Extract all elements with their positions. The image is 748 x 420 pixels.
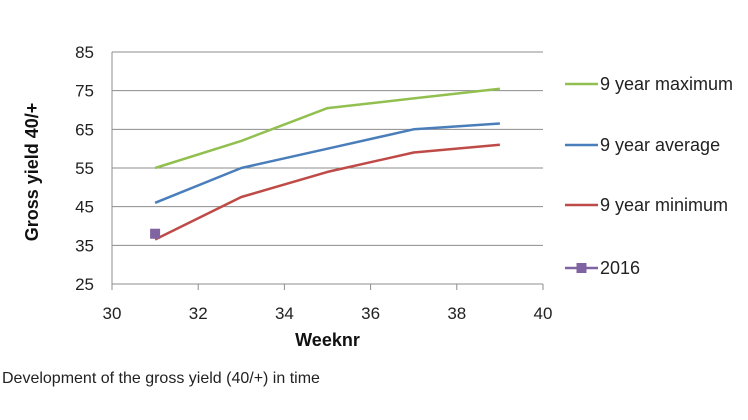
x-tick-label: 32 — [189, 304, 208, 323]
x-tick-label: 40 — [534, 304, 553, 323]
y-tick-label: 75 — [75, 82, 94, 101]
x-tick-label: 38 — [447, 304, 466, 323]
data-point — [150, 228, 161, 239]
series-line — [154, 143, 501, 241]
x-tick-label: 34 — [275, 304, 294, 323]
legend-entry: 2016 — [565, 258, 640, 278]
legend-entry: 9 year average — [565, 135, 720, 155]
legend-label: 9 year maximum — [600, 74, 733, 94]
y-tick-label: 55 — [75, 159, 94, 178]
series-3 — [150, 228, 161, 239]
legend-label: 9 year minimum — [600, 195, 728, 215]
series-0 — [154, 87, 501, 170]
series-1 — [154, 122, 500, 204]
y-tick-label: 65 — [75, 120, 94, 139]
gridlines — [112, 51, 543, 285]
series-line — [154, 122, 500, 204]
legend-marker — [576, 263, 587, 273]
legend-entry: 9 year minimum — [565, 195, 728, 215]
x-tick-label: 30 — [103, 304, 122, 323]
y-tick-label: 25 — [75, 275, 94, 294]
series-lines — [150, 87, 501, 241]
y-axis-title: Gross yield 40/+ — [22, 103, 42, 242]
series-2 — [154, 143, 501, 241]
series-line — [154, 87, 501, 170]
legend-label: 9 year average — [600, 135, 720, 155]
legend: 9 year maximum 9 year average 9 year minim… — [565, 74, 733, 278]
axes: 25 35 45 55 65 75 85 30 32 34 36 38 40 — [75, 43, 552, 323]
x-axis-title: Weeknr — [295, 330, 360, 350]
figure-caption: Development of the gross yield (40/+) in… — [2, 370, 320, 387]
legend-entry: 9 year maximum — [565, 74, 733, 94]
y-tick-label: 85 — [75, 43, 94, 62]
y-tick-label: 45 — [75, 198, 94, 217]
x-tick-label: 36 — [361, 304, 380, 323]
legend-label: 2016 — [600, 258, 640, 278]
y-tick-label: 35 — [75, 236, 94, 255]
